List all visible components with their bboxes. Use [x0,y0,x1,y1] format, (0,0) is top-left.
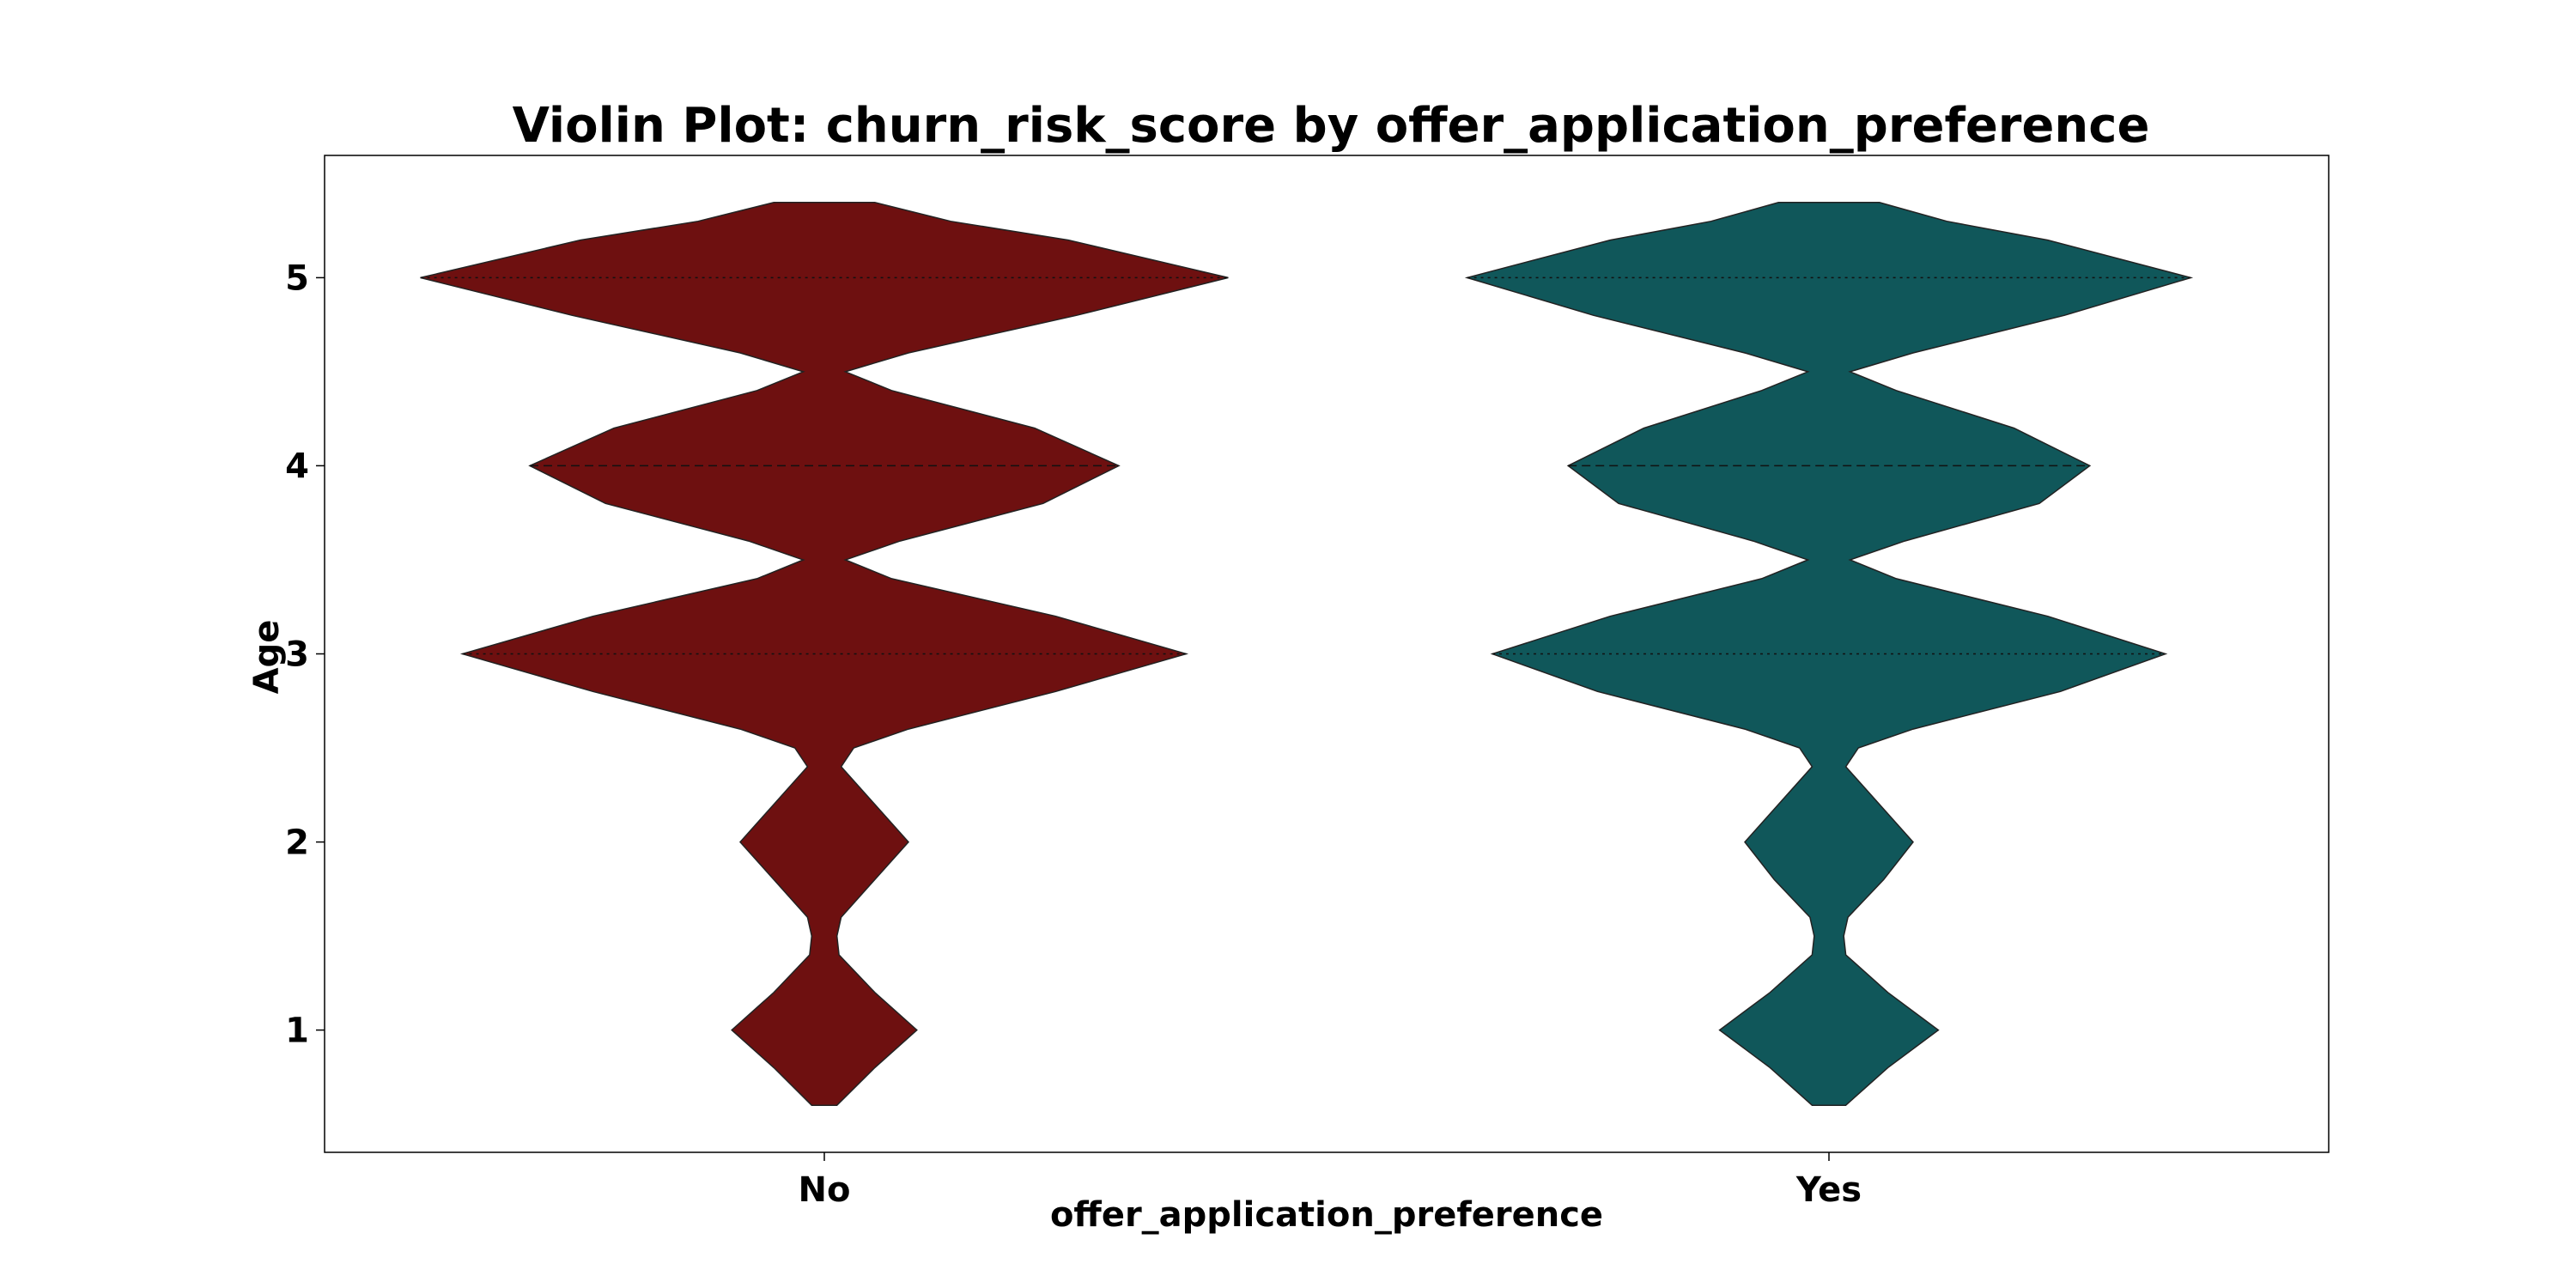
quartile-lines [420,276,2191,655]
chart-title: Violin Plot: churn_risk_score by offer_a… [513,98,2150,154]
x-axis-label: offer_application_preference [1050,1195,1603,1235]
y-tick-label-5: 5 [285,258,309,298]
x-tick-label-yes: Yes [1795,1170,1862,1210]
y-tick-label-4: 4 [285,447,309,486]
y-axis-label: Age [247,620,287,695]
x-tick-label-no: No [799,1170,851,1210]
x-axis-ticks: No Yes [799,1152,1862,1210]
y-tick-label-2: 2 [285,823,309,863]
y-tick-label-3: 3 [285,635,309,675]
y-tick-label-1: 1 [285,1012,309,1051]
y-axis-ticks: 1 2 3 4 5 [285,258,325,1051]
violin-no [420,202,1229,1106]
